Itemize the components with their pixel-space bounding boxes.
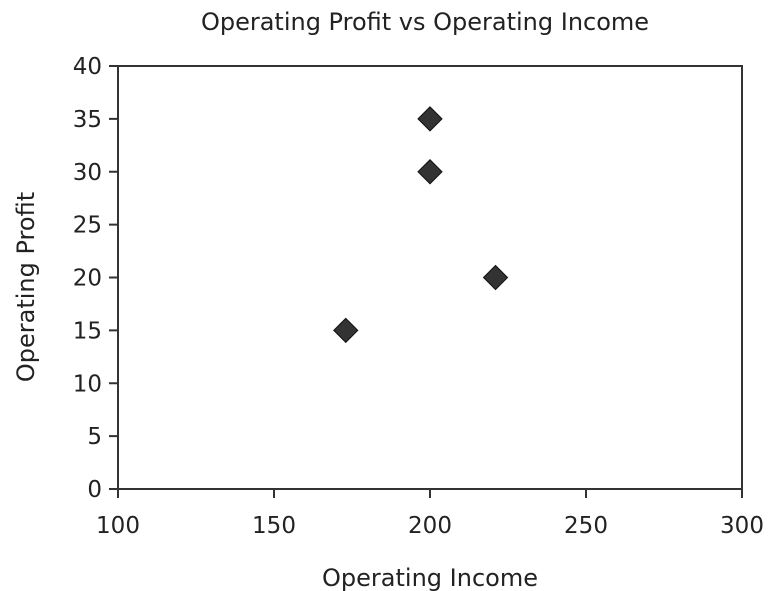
y-tick-label: 40 [73,54,102,80]
y-tick-label: 35 [73,107,102,133]
data-point [333,317,359,344]
y-tick-label: 30 [73,160,102,186]
x-tick-label: 300 [720,513,764,539]
y-tick-label: 15 [73,318,102,344]
data-points [333,106,509,344]
data-point [482,264,509,291]
y-axis-title: Operating Profit [12,192,40,382]
x-axis: 100 150 200 250 300 [96,489,764,539]
y-tick-label: 10 [73,371,102,397]
y-tick-label: 5 [87,424,102,450]
y-axis: 0 5 10 15 20 25 30 35 40 [73,54,118,503]
x-tick-label: 250 [564,513,608,539]
x-tick-label: 100 [96,513,140,539]
y-tick-label: 20 [73,266,102,292]
y-tick-label: 25 [73,213,102,239]
x-tick-label: 150 [252,513,296,539]
data-point [417,159,443,185]
y-tick-label: 0 [87,477,102,503]
x-tick-label: 200 [408,513,452,539]
chart-title: Operating Profit vs Operating Income [201,8,649,36]
data-point [417,106,443,132]
x-axis-title: Operating Income [322,564,538,591]
